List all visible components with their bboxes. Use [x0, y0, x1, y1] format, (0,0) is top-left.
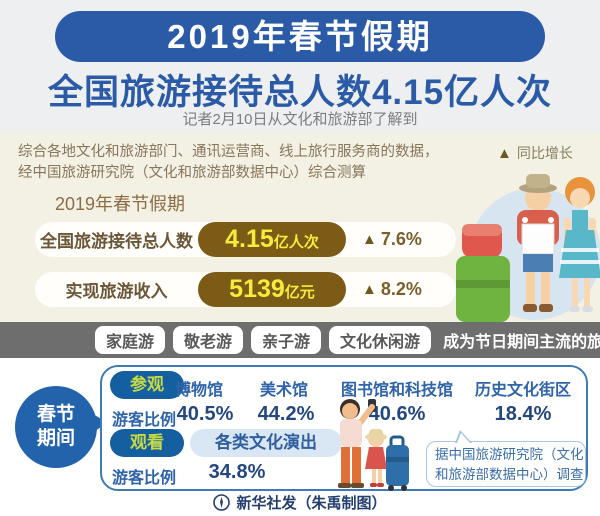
tag-culture-leisure-tour: 文化休闲游 — [329, 326, 432, 354]
stat-growth: ▲ 8.2% — [362, 279, 422, 300]
detail-box: 参观 博物馆 美术馆 图书馆和科技馆 历史文化街区 游客比例 40.5% 44.… — [100, 365, 588, 491]
visitor-ratio-label-2: 游客比例 — [112, 470, 177, 487]
tag-family-tour: 家庭游 — [95, 326, 166, 354]
stat-unit: 亿元 — [284, 284, 315, 301]
stat-unit: 亿人次 — [273, 234, 319, 251]
stat-growth: ▲ 7.6% — [362, 229, 422, 250]
visit-category-pill: 参观 — [110, 371, 184, 399]
stat-label: 全国旅游接待总人数 — [40, 232, 193, 251]
summary-section: 综合各地文化和旅游部门、通讯运营商、线上旅行服务商的数据， 经中国旅游研究院（文… — [0, 133, 600, 322]
man-tourist — [517, 174, 559, 312]
visitor-ratio-label: 游客比例 — [112, 412, 177, 429]
note-line-2: 和旅游部数据中心）调查 — [435, 467, 584, 482]
period-bubble: 春节 期间 — [15, 386, 97, 468]
value-art-gallery: 44.2% — [257, 403, 315, 425]
col-head-historic-district: 历史文化街区 — [474, 382, 572, 399]
value-library-science: 40.6% — [368, 403, 426, 425]
blue-suitcase-icon — [386, 435, 409, 491]
selfie-family-illustration — [338, 399, 409, 491]
credit-line: 新华社发（朱禹制图） — [0, 492, 600, 513]
tourist-couple-illustration — [456, 174, 600, 322]
yoy-growth-legend: ▲ 同比增长 — [497, 143, 573, 163]
stat-value: 4.15 — [225, 225, 274, 253]
value-museum: 40.5% — [176, 403, 234, 425]
tag-band: 家庭游 敬老游 亲子游 文化休闲游 成为节日期间主流的旅游休闲方式 — [0, 322, 600, 358]
up-arrow-icon: ▲ — [362, 281, 377, 298]
note-tail-inner — [457, 433, 470, 443]
title-badge: 2019年春节假期 — [55, 11, 545, 62]
intro-line-2: 经中国旅游研究院（文化和旅游部数据中心）综合测算 — [18, 165, 366, 181]
stat-row-revenue: 实现旅游收入 5139 亿元 ▲ 8.2% — [35, 272, 456, 307]
legend-label: 同比增长 — [516, 145, 573, 161]
col-head-museum: 博物馆 — [174, 382, 224, 399]
bubble-line-1: 春节 — [36, 404, 75, 425]
stat-row-total-tourists: 全国旅游接待总人数 4.15 亿人次 ▲ 7.6% — [35, 222, 456, 257]
col-head-library-science: 图书馆和科技馆 — [340, 382, 454, 399]
page-title: 全国旅游接待总人数4.15亿人次 — [47, 73, 553, 112]
selfie-man — [338, 399, 376, 488]
detail-section: 春节 期间 参观 博物馆 美术馆 图书馆和科技馆 历史文化街区 游客比例 40.… — [0, 358, 600, 516]
stat-value: 5139 — [229, 275, 285, 303]
intro-line-1: 综合各地文化和旅游部门、通讯运营商、线上旅行服务商的数据， — [18, 144, 439, 160]
value-performance: 34.8% — [208, 461, 266, 483]
growth-value: 8.2% — [380, 279, 422, 299]
page-subtitle: 记者2月10日从文化和旅游部了解到 — [182, 111, 418, 128]
value-historic-district: 18.4% — [494, 403, 552, 425]
tag-parent-child-tour: 亲子游 — [251, 326, 322, 354]
stat-label: 实现旅游收入 — [65, 282, 168, 301]
credit-text: 新华社发（朱禹制图） — [236, 495, 387, 512]
growth-value: 7.6% — [380, 229, 422, 249]
cultural-performance-pill: 各类文化演出 — [190, 429, 342, 457]
little-girl — [365, 429, 387, 487]
col-head-art-gallery: 美术馆 — [259, 382, 309, 399]
tag-elderly-tour: 敬老游 — [173, 326, 244, 354]
stat-value-pill: 4.15 亿人次 — [198, 222, 346, 257]
note-line-1: 据中国旅游研究院（文化 — [435, 447, 584, 462]
stat-value-pill: 5139 亿元 — [198, 272, 346, 307]
up-arrow-icon: ▲ — [497, 144, 512, 162]
watch-category-pill: 观看 — [110, 429, 184, 457]
woman-tourist — [559, 177, 600, 312]
xinhua-logo-icon — [213, 494, 231, 511]
source-note-bubble: 据中国旅游研究院（文化 和旅游部数据中心）调查 — [426, 430, 586, 487]
intro-text: 综合各地文化和旅游部门、通讯运营商、线上旅行服务商的数据， 经中国旅游研究院（文… — [18, 142, 439, 184]
bubble-line-2: 期间 — [36, 428, 75, 449]
green-suitcase-icon — [456, 224, 510, 322]
header-section: 2019年春节假期 全国旅游接待总人数4.15亿人次 记者2月10日从文化和旅游… — [0, 0, 600, 133]
up-arrow-icon: ▲ — [362, 231, 377, 248]
band-text: 成为节日期间主流的旅游休闲方式 — [443, 334, 600, 351]
period-label: 2019年春节假期 — [55, 194, 186, 214]
